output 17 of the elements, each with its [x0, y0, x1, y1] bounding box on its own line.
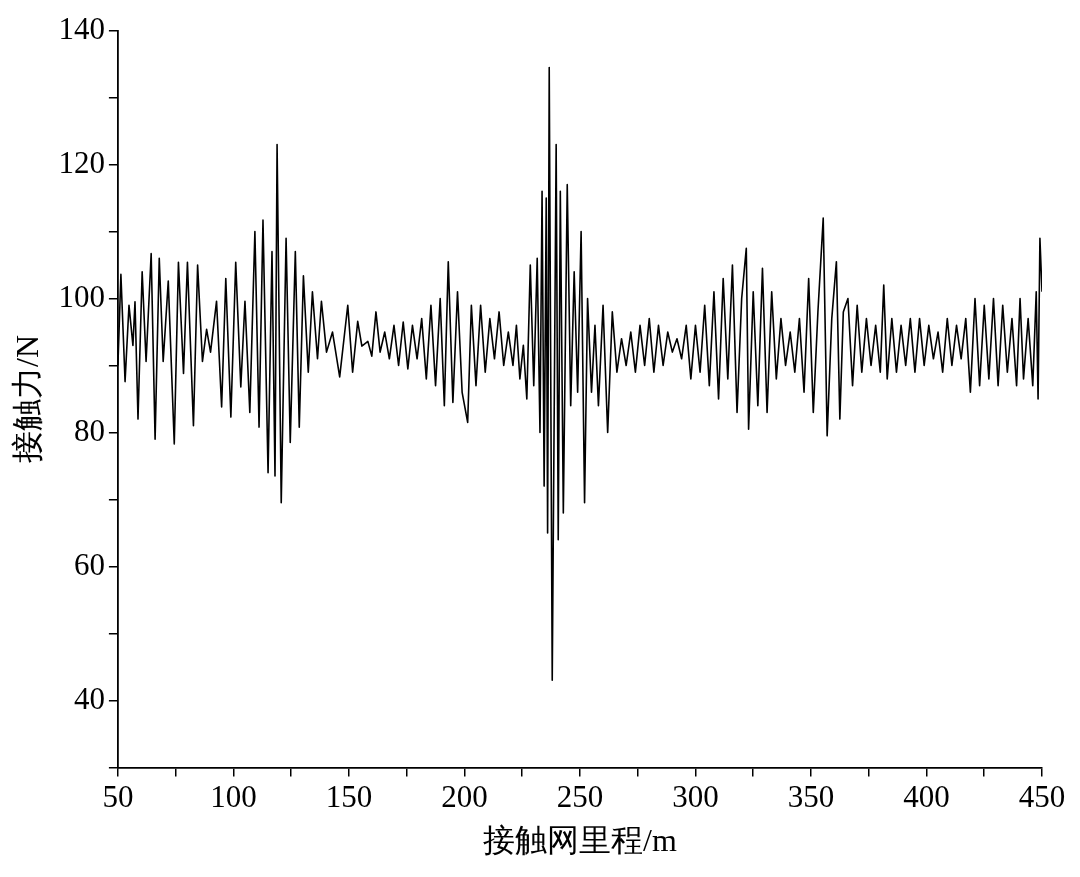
x-axis-title: 接触网里程/m	[483, 822, 677, 859]
x-tick-label: 50	[102, 779, 134, 815]
x-tick-label: 400	[903, 779, 950, 815]
x-tick-label: 200	[441, 779, 488, 815]
y-tick-label: 80	[73, 412, 105, 448]
y-tick-label: 120	[58, 144, 105, 180]
x-tick-label: 300	[672, 779, 719, 815]
x-tick-label: 450	[1018, 779, 1066, 815]
y-tick-label: 100	[58, 278, 105, 314]
x-tick-label: 100	[210, 779, 257, 815]
x-tick-label: 350	[787, 779, 835, 815]
y-axis-title: 接触力/N	[8, 335, 45, 463]
x-tick-label: 250	[556, 779, 604, 815]
y-tick-label: 60	[73, 546, 105, 582]
y-tick-label: 140	[58, 10, 105, 46]
y-tick-label: 40	[73, 680, 105, 716]
x-tick-label: 150	[325, 779, 373, 815]
